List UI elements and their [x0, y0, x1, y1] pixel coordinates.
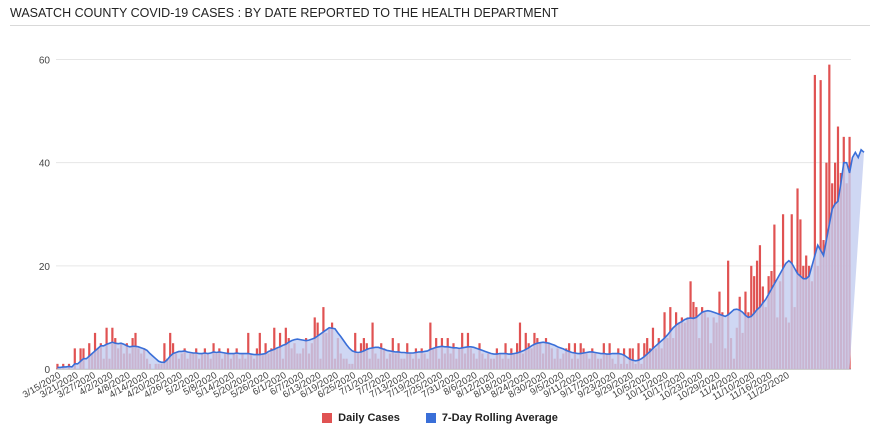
- y-tick-label: 60: [39, 55, 51, 66]
- daily-bar: [247, 332, 250, 369]
- daily-bar: [813, 74, 816, 369]
- rolling-average-fill: [57, 149, 865, 369]
- rolling-average-line: [57, 148, 865, 369]
- daily-bar: [819, 80, 822, 370]
- daily-bar: [518, 322, 522, 369]
- y-tick-label: 20: [39, 262, 51, 273]
- legend-item-rolling-average[interactable]: 7-Day Rolling Average: [425, 412, 558, 424]
- daily-bar: [354, 332, 357, 369]
- daily-bar: [258, 332, 261, 369]
- y-axis-tick-labels: 0 20 40 60: [39, 55, 51, 376]
- daily-bar: [169, 332, 172, 369]
- x-axis-tick-labels: 3/15/20203/21/20203/27/20204/2/20204/8/2…: [21, 370, 792, 403]
- title-divider: [10, 25, 870, 26]
- legend-swatch-daily-cases: [322, 413, 333, 423]
- daily-bar: [828, 64, 831, 369]
- daily-bar: [631, 348, 634, 369]
- covid-cases-chart: 0 20 40 60 3/15/20203/21/20203/27/20204/2/2…: [21, 55, 865, 403]
- legend-item-daily-cases[interactable]: Daily Cases: [322, 412, 400, 424]
- daily-bar: [371, 322, 374, 369]
- y-tick-label: 0: [44, 365, 50, 376]
- legend-swatch-rolling-average: [425, 413, 436, 423]
- daily-bar: [73, 348, 76, 369]
- legend-label-daily-cases: Daily Cases: [338, 412, 400, 424]
- daily-bar: [163, 343, 166, 369]
- chart-legend: Daily Cases 7-Day Rolling Average: [0, 412, 880, 424]
- daily-bar: [637, 343, 640, 369]
- legend-label-rolling-average: 7-Day Rolling Average: [441, 412, 558, 424]
- daily-bar: [56, 363, 59, 369]
- y-tick-label: 40: [39, 159, 51, 170]
- chart-title: WASATCH COUNTY COVID-19 CASES : BY DATE …: [10, 6, 559, 20]
- daily-bar: [429, 322, 432, 369]
- daily-bar: [79, 348, 82, 369]
- daily-bar: [273, 327, 276, 369]
